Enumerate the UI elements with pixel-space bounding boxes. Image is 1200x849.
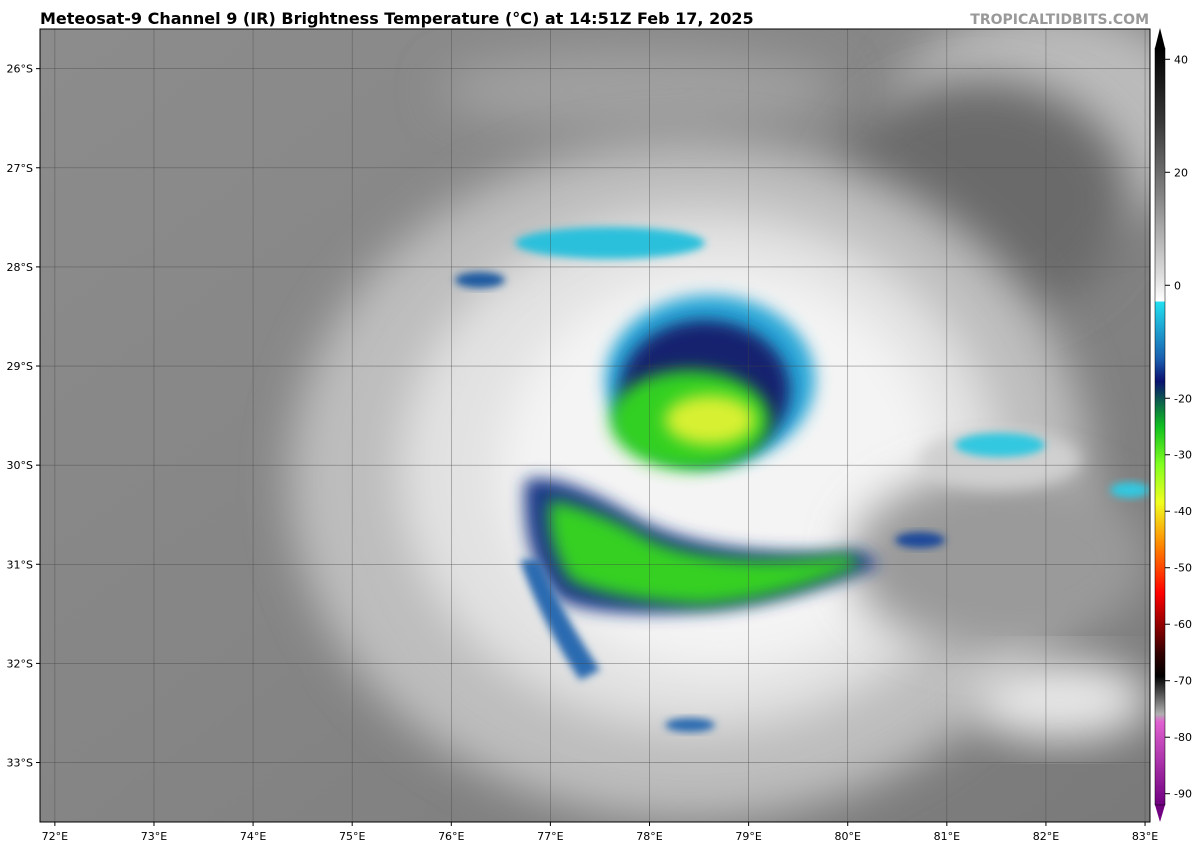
- lat-label: 26°S: [7, 63, 33, 76]
- lon-label: 72°E: [42, 830, 68, 843]
- colorbar-label: -70: [1174, 675, 1192, 688]
- colorbar-label: -20: [1174, 392, 1192, 405]
- lat-label: 33°S: [7, 757, 33, 770]
- lat-label: 27°S: [7, 162, 33, 175]
- title: Meteosat-9 Channel 9 (IR) Brightness Tem…: [40, 9, 754, 28]
- lon-label: 73°E: [141, 830, 167, 843]
- colorbar-label: -50: [1174, 562, 1192, 575]
- lon-label: 79°E: [735, 830, 761, 843]
- lon-label: 74°E: [240, 830, 266, 843]
- lon-label: 78°E: [636, 830, 662, 843]
- lon-label: 75°E: [339, 830, 365, 843]
- colorbar: [1154, 28, 1166, 822]
- satellite-image: [40, 29, 1150, 822]
- lat-label: 28°S: [7, 261, 33, 274]
- colorbar-ticks: 40 20 0 -20 -30 -40 -50 -60 -70 -80 -90: [1165, 53, 1192, 801]
- colorbar-label: -90: [1174, 788, 1192, 801]
- lon-label: 82°E: [1033, 830, 1059, 843]
- colorbar-label: -30: [1174, 449, 1192, 462]
- colorbar-label: 40: [1174, 53, 1188, 66]
- colorbar-label: -40: [1174, 505, 1192, 518]
- colorbar-label: -80: [1174, 731, 1192, 744]
- map-frame: [39, 28, 1151, 823]
- lat-label: 31°S: [7, 558, 33, 571]
- colorbar-label: -60: [1174, 618, 1192, 631]
- lat-label: 32°S: [7, 657, 33, 670]
- lat-label: 30°S: [7, 459, 33, 472]
- lat-label: 29°S: [7, 360, 33, 373]
- colorbar-label: 20: [1174, 166, 1188, 179]
- lon-label: 77°E: [537, 830, 563, 843]
- lon-label: 81°E: [934, 830, 960, 843]
- graticule: 72°E 73°E 74°E 75°E 76°E 77°E 78°E 79°E 80°E 81°E…: [7, 29, 1158, 843]
- lon-label: 83°E: [1132, 830, 1158, 843]
- colorbar-label: 0: [1174, 279, 1181, 292]
- lon-label: 76°E: [438, 830, 464, 843]
- lon-label: 80°E: [834, 830, 860, 843]
- watermark: TROPICALTIDBITS.COM: [970, 12, 1149, 28]
